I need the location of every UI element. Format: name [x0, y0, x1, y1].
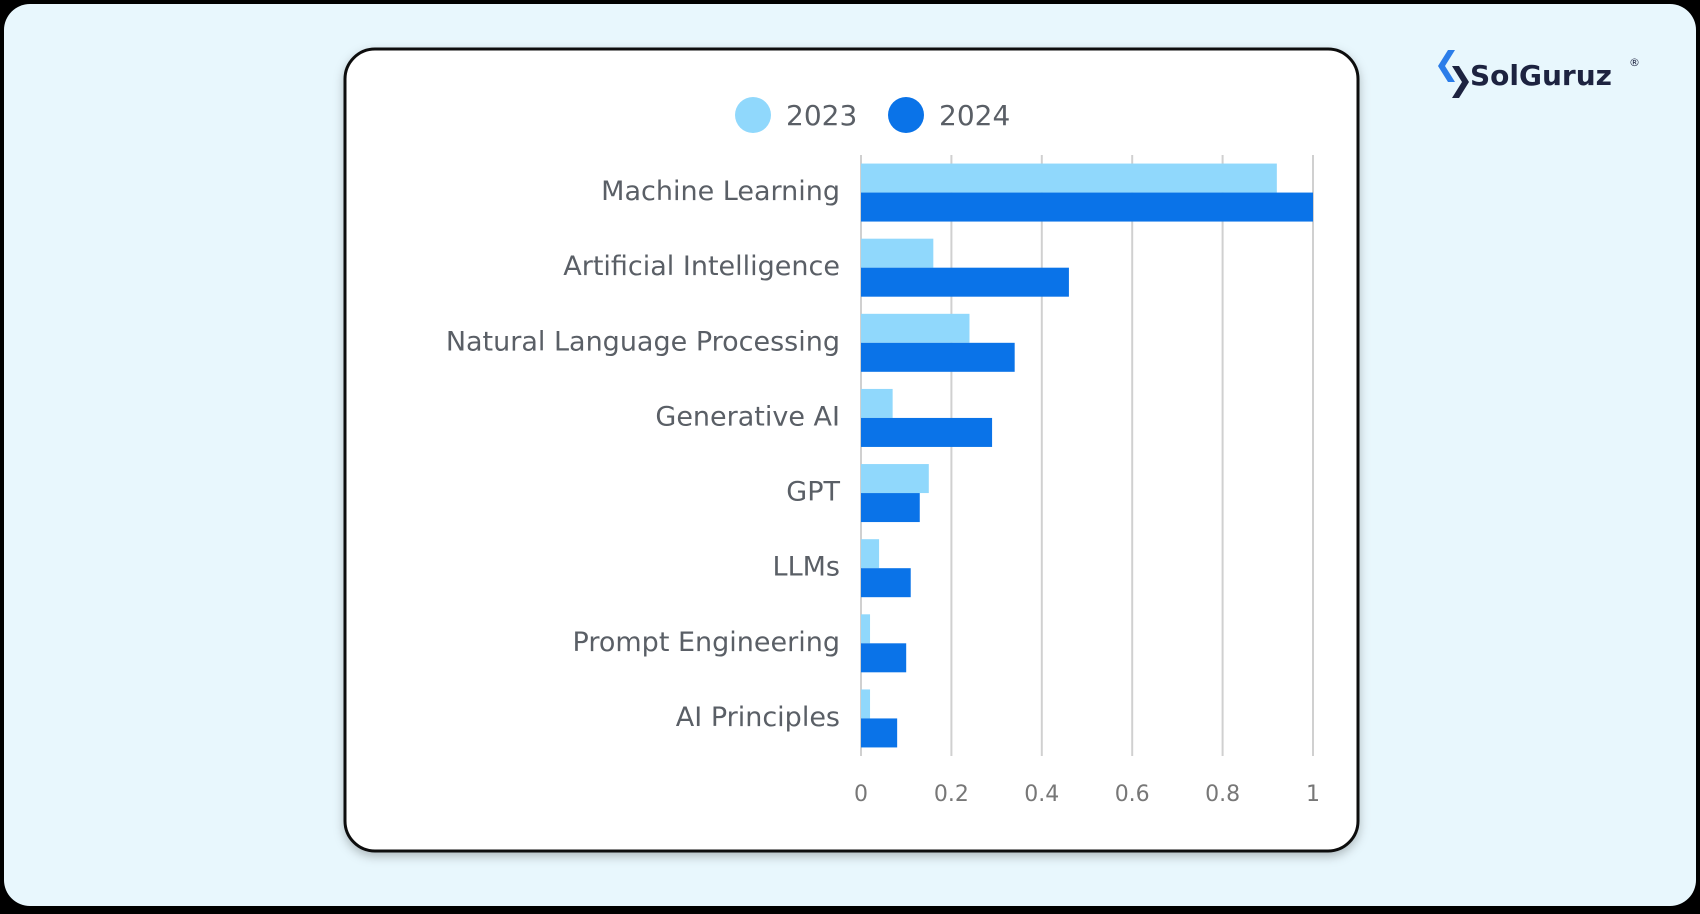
logo-icon — [1438, 50, 1455, 82]
legend-swatch — [735, 97, 771, 133]
chart: 0 0.2 0.4 0.6 0.8 1 Machine Learning Artificial… — [446, 97, 1320, 807]
y-tick-label: AI Principles — [676, 702, 840, 733]
logo-mark: ® — [1629, 56, 1640, 69]
x-tick-label: 0.6 — [1115, 782, 1150, 807]
y-tick-label: Generative AI — [655, 401, 840, 432]
x-tick-label: 0.4 — [1024, 782, 1059, 807]
bar — [861, 417, 993, 447]
x-tick-label: 1 — [1306, 782, 1320, 807]
y-tick-label: Artificial Intelligence — [563, 251, 840, 282]
logo-text: SolGuruz — [1470, 59, 1612, 92]
bar — [861, 493, 920, 523]
legend-label: 2024 — [939, 99, 1010, 132]
legend-label: 2023 — [786, 99, 857, 132]
bar — [861, 464, 929, 494]
bar — [861, 163, 1277, 193]
logo: SolGuruz ® — [1438, 50, 1640, 98]
y-tick-label: GPT — [786, 477, 840, 508]
legend-swatch — [888, 97, 924, 133]
chart-card — [343, 47, 1360, 853]
bar — [861, 342, 1015, 372]
logo-icon — [1452, 66, 1469, 98]
x-tick-label: 0 — [854, 782, 868, 807]
bar — [861, 568, 911, 598]
bar — [861, 718, 898, 748]
bar — [861, 388, 893, 418]
y-tick-label: LLMs — [773, 552, 840, 583]
x-tick-label: 0.8 — [1205, 782, 1240, 807]
bar — [861, 313, 970, 343]
bar — [861, 539, 880, 569]
y-tick-label: Natural Language Processing — [446, 326, 840, 357]
x-tick-label: 0.2 — [934, 782, 969, 807]
bar — [861, 238, 934, 268]
y-tick-label: Machine Learning — [601, 176, 840, 207]
bar — [861, 267, 1069, 297]
bar — [861, 643, 907, 673]
bar — [861, 689, 871, 719]
bar — [861, 614, 871, 644]
bar — [861, 192, 1313, 222]
y-tick-label: Prompt Engineering — [573, 627, 840, 658]
